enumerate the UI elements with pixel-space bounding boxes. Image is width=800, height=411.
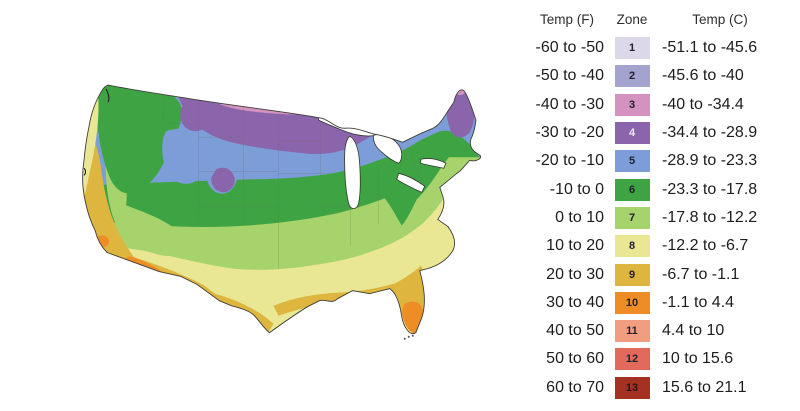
lake-erie: [396, 172, 426, 193]
header-temp-f: Temp (F): [540, 11, 594, 27]
zone-6-northwest: [96, 85, 182, 194]
zone-swatch: 2: [614, 65, 650, 88]
lake-michigan: [344, 135, 361, 210]
temp-f-value: 40 to 50: [546, 322, 604, 340]
legend-row-zone-1: -60 to -50 1 -51.1 to -45.6: [530, 34, 780, 62]
legend-row-zone-2: -50 to -40 2 -45.6 to -40: [530, 62, 780, 90]
zone-swatch: 11: [614, 320, 650, 343]
temp-c-value: -12.2 to -6.7: [662, 237, 749, 255]
zone-8-pacific-coast: [82, 86, 99, 196]
legend-row-zone-10: 30 to 40 10 -1.1 to 4.4: [530, 289, 780, 317]
us-outline: [82, 84, 482, 335]
temp-c-value: -51.1 to -45.6: [662, 39, 758, 57]
temp-c-value: -28.9 to -23.3: [662, 152, 758, 170]
legend-row-zone-13: 60 to 70 13 15.6 to 21.1: [530, 374, 780, 402]
zone-number: 10: [625, 296, 639, 309]
florida-keys: [403, 334, 414, 340]
zone-swatch: 6: [614, 178, 650, 201]
temp-f-value: -30 to -20: [535, 124, 604, 142]
temp-c-value: -45.6 to -40: [662, 67, 744, 85]
header-temp-c: Temp (C): [692, 11, 748, 27]
zone-number: 5: [628, 155, 636, 168]
zone-legend: Temp (F) Zone Temp (C) -60 to -50 1 -51.…: [530, 4, 780, 402]
zone-swatch: 9: [614, 263, 650, 286]
lake-ontario: [420, 158, 447, 169]
zone-number: 7: [628, 211, 636, 224]
zone-number: 1: [628, 42, 636, 55]
us-hardiness-map: [68, 73, 524, 409]
legend-row-zone-5: -20 to -10 5 -28.9 to -23.3: [530, 147, 780, 175]
legend-row-zone-6: -10 to 0 6 -23.3 to -17.8: [530, 175, 780, 203]
legend-header: Temp (F) Zone Temp (C): [530, 4, 780, 34]
temp-f-value: 0 to 10: [555, 208, 604, 226]
temp-c-value: -40 to -34.4: [662, 95, 744, 113]
header-zone: Zone: [616, 11, 648, 27]
legend-row-zone-7: 0 to 10 7 -17.8 to -12.2: [530, 204, 780, 232]
zone-number: 2: [628, 70, 636, 83]
coast-details: [83, 88, 110, 176]
temp-c-value: -6.7 to -1.1: [662, 265, 740, 283]
temp-f-value: 30 to 40: [546, 293, 604, 311]
state-borders: [162, 87, 422, 270]
temp-c-value: -1.1 to 4.4: [662, 293, 735, 311]
temp-f-value: -40 to -30: [535, 95, 604, 113]
zone-swatch: 4: [614, 122, 650, 145]
legend-row-zone-4: -30 to -20 4 -34.4 to -28.9: [530, 119, 780, 147]
zone-swatch: 8: [614, 235, 650, 258]
temp-c-value: -17.8 to -12.2: [662, 208, 758, 226]
legend-row-zone-9: 20 to 30 9 -6.7 to -1.1: [530, 260, 780, 288]
zone-number: 6: [628, 183, 636, 196]
temp-c-value: 15.6 to 21.1: [662, 378, 747, 396]
us-map-svg: [82, 84, 482, 340]
zone-swatch: 7: [614, 206, 650, 229]
zone-swatch: 1: [614, 37, 650, 60]
zone-number: 8: [628, 240, 636, 253]
temp-c-value: 4.4 to 10: [662, 322, 725, 340]
san-francisco-bay: [83, 167, 87, 176]
zone-number: 11: [626, 325, 638, 338]
zone-swatch: 5: [614, 150, 650, 173]
temp-f-value: 20 to 30: [546, 265, 604, 283]
zone-swatch: 13: [614, 376, 650, 399]
temp-c-value: 10 to 15.6: [662, 350, 734, 368]
zone-number: 13: [625, 381, 639, 394]
zone-swatch: 12: [614, 348, 650, 371]
legend-row-zone-8: 10 to 20 8 -12.2 to -6.7: [530, 232, 780, 260]
zone-number: 9: [628, 268, 636, 281]
legend-row-zone-3: -40 to -30 3 -40 to -34.4: [530, 91, 780, 119]
legend-row-zone-11: 40 to 50 11 4.4 to 10: [530, 317, 780, 345]
temp-c-value: -34.4 to -28.9: [662, 124, 758, 142]
legend-row-zone-12: 50 to 60 12 10 to 15.6: [530, 345, 780, 373]
zone-swatch: 3: [614, 93, 650, 116]
temp-f-value: 10 to 20: [546, 237, 604, 255]
temp-f-value: 60 to 70: [546, 378, 604, 396]
zone-number: 12: [625, 353, 639, 366]
zone-number: 3: [628, 98, 636, 111]
temp-c-value: -23.3 to -17.8: [662, 180, 758, 198]
puget-sound: [105, 88, 110, 103]
temp-f-value: 50 to 60: [546, 350, 604, 368]
zone-number: 4: [628, 127, 636, 140]
zone-4-mountain-patches: [180, 101, 235, 193]
temp-f-value: -60 to -50: [535, 39, 604, 57]
temp-f-value: -20 to -10: [535, 152, 604, 170]
zone-swatch: 10: [614, 291, 650, 314]
temp-f-value: -50 to -40: [535, 67, 604, 85]
zone-4-maine: [446, 87, 475, 138]
zone-7-southwest: [117, 205, 186, 256]
temp-f-value: -10 to 0: [549, 180, 604, 198]
